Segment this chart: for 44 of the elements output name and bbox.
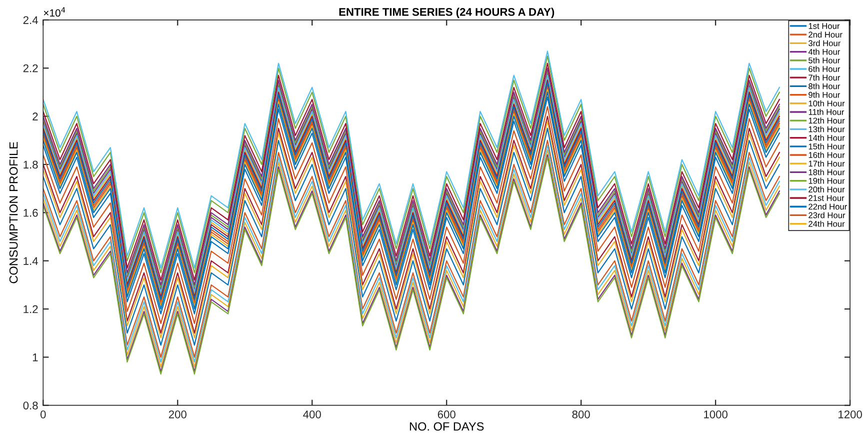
legend-label: 10th Hour (808, 100, 845, 106)
legend-label: 4th Hour (808, 48, 840, 55)
y-tick-label: 0.8 (23, 402, 38, 410)
text: ×10$^{4}$ (44, 7, 66, 17)
y-tick-label: 1.8 (24, 160, 38, 169)
y-tick-label: 2.4 (23, 16, 38, 24)
y-tick-label: 1.4 (24, 257, 38, 265)
y-tick-label: 2 (32, 112, 38, 120)
y-tick-label: 1.2 (24, 305, 38, 314)
x-tick-label: 0 (40, 410, 46, 418)
y-axis-title: CONSUMPTION PROFILE (9, 142, 18, 284)
legend-label: 16th Hour (808, 152, 845, 158)
legend-label: 21st Hour (808, 195, 844, 202)
legend-label: 14th Hour (808, 134, 845, 141)
chart-title: ENTIRE TIME SERIES (24 HOURS A DAY) (339, 8, 554, 18)
legend-label: 13th Hour (808, 126, 845, 132)
x-tick-label: 400 (303, 410, 321, 418)
x-tick-label: 200 (168, 410, 186, 418)
legend-label: 5th Hour (808, 57, 840, 64)
legend-label: 17th Hour (808, 160, 845, 167)
legend-label: 12th Hour (808, 117, 845, 124)
legend-label: 11th Hour (808, 108, 844, 115)
legend-label: 7th Hour (808, 74, 840, 81)
legend-label: 6th Hour (808, 66, 840, 72)
legend-label: 19th Hour (808, 178, 845, 184)
legend-label: 8th Hour (808, 83, 840, 90)
x-tick-label: 600 (438, 410, 456, 418)
legend-label: 22nd Hour (808, 203, 848, 210)
y-tick-label: 1 (32, 354, 38, 362)
legend-label: 1st Hour (808, 23, 840, 29)
y-tick-label: 2.2 (23, 64, 38, 72)
x-tick-label: 800 (572, 410, 590, 418)
legend-label: 20th Hour (808, 186, 845, 192)
legend-label: 15th Hour (808, 143, 845, 150)
y-tick-label: 1.6 (24, 208, 38, 217)
x-tick-label: 1000 (704, 410, 728, 418)
legend-label: 24th Hour (808, 220, 845, 227)
x-tick-label: 1200 (838, 410, 862, 418)
legend-label: 3rd Hour (808, 40, 841, 46)
legend-label: 2nd Hour (808, 31, 842, 38)
legend-label: 18th Hour (808, 169, 845, 176)
legend-label: 23rd Hour (808, 212, 846, 218)
legend-label: 9th Hour (808, 92, 840, 98)
x-axis-title: NO. OF DAYS (410, 422, 484, 431)
